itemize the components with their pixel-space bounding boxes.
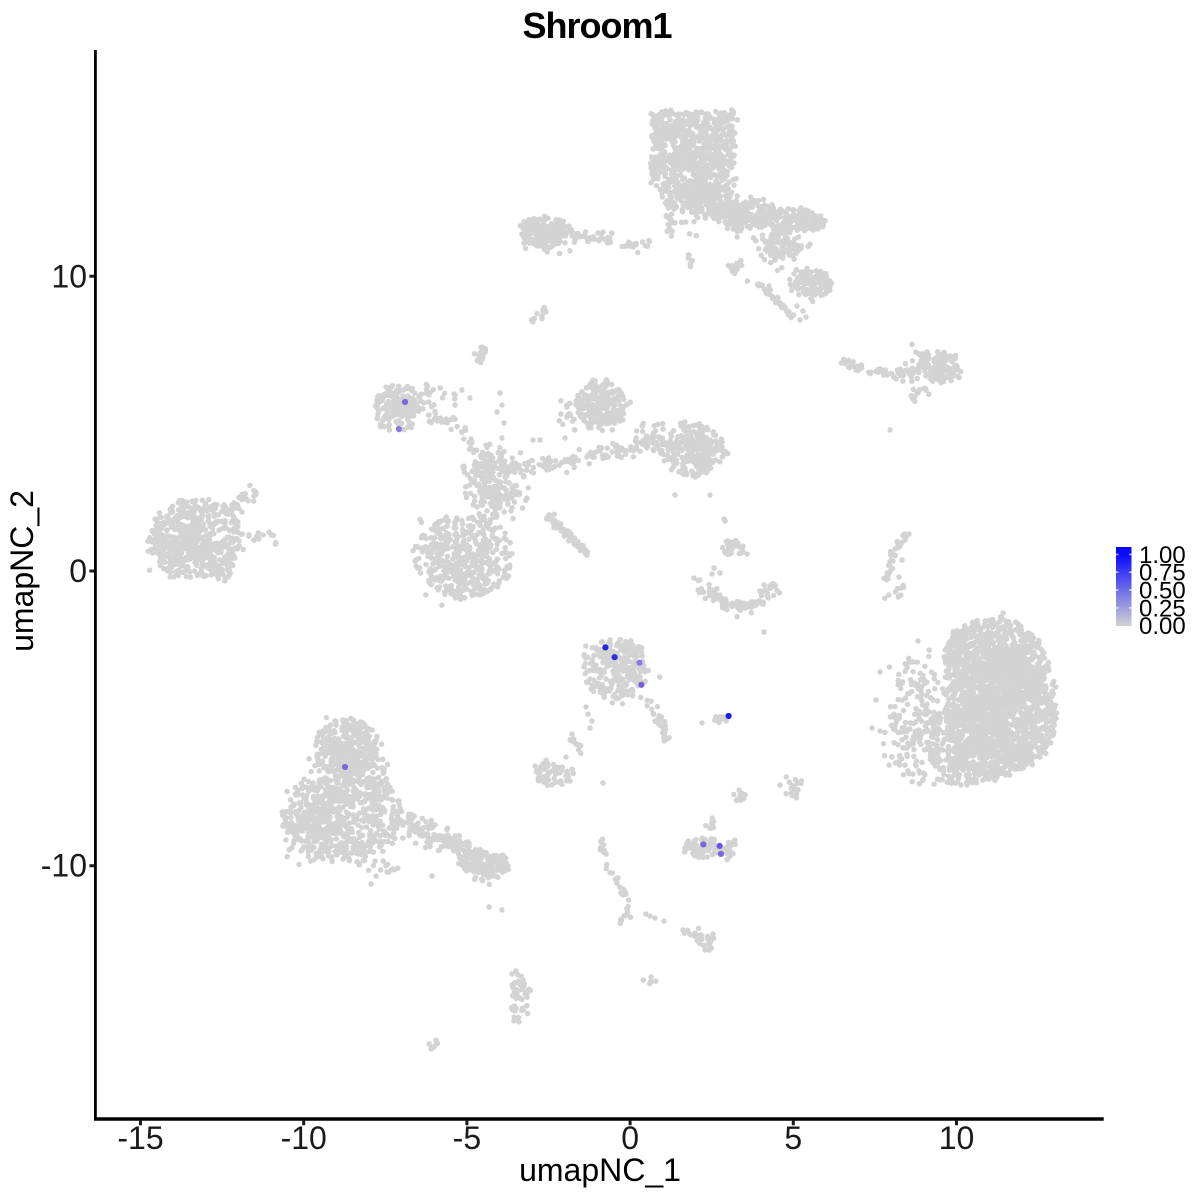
svg-text:0: 0 xyxy=(621,1120,639,1156)
svg-text:0.50: 0.50 xyxy=(1139,578,1186,605)
svg-text:0.00: 0.00 xyxy=(1139,613,1186,640)
svg-text:umapNC_1: umapNC_1 xyxy=(519,1152,681,1188)
svg-text:-10: -10 xyxy=(281,1120,327,1156)
svg-text:-10: -10 xyxy=(41,848,87,884)
svg-text:-15: -15 xyxy=(117,1120,163,1156)
svg-text:0.75: 0.75 xyxy=(1139,560,1186,587)
svg-text:5: 5 xyxy=(784,1120,802,1156)
svg-text:0.25: 0.25 xyxy=(1139,595,1186,622)
svg-text:10: 10 xyxy=(51,258,87,294)
svg-text:0: 0 xyxy=(69,553,87,589)
svg-text:-5: -5 xyxy=(453,1120,481,1156)
svg-text:10: 10 xyxy=(939,1120,975,1156)
svg-text:1.00: 1.00 xyxy=(1139,542,1186,569)
svg-text:Shroom1: Shroom1 xyxy=(522,5,672,46)
svg-text:umapNC_2: umapNC_2 xyxy=(4,490,40,652)
